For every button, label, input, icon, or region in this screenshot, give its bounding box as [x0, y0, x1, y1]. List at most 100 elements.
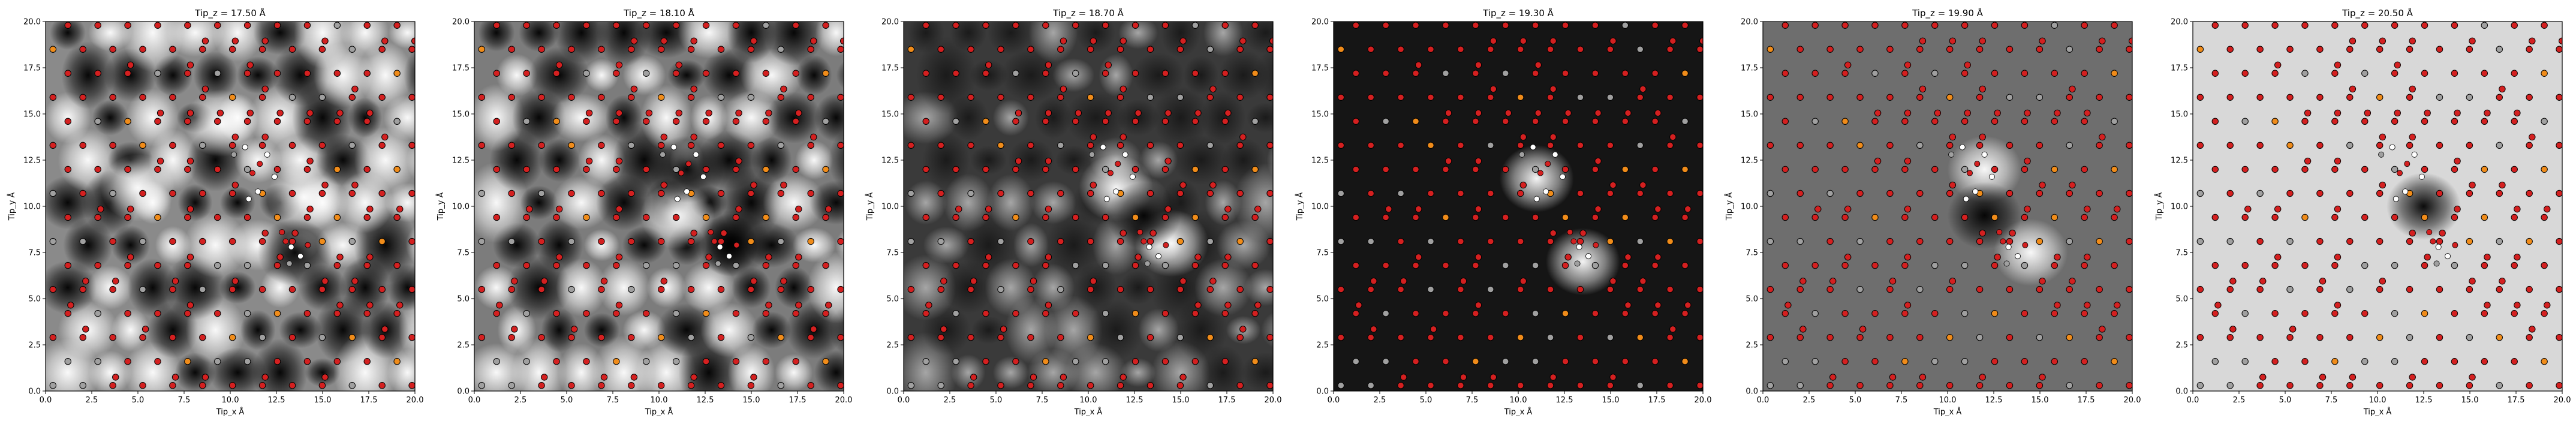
atom-oxygen: [1594, 109, 1602, 117]
atom-oxygen: [1352, 166, 1359, 173]
atom-oxygen: [643, 214, 650, 221]
atom-oxygen: [526, 205, 533, 213]
atom-oxygen: [628, 94, 635, 101]
atom-oxygen: [2349, 374, 2357, 381]
atom-metal: [2466, 237, 2473, 245]
atom-metal: [1621, 214, 1629, 221]
atom-oxygen: [2379, 181, 2387, 189]
atom-oxygen: [762, 70, 770, 77]
atom-oxygen: [363, 358, 371, 365]
atom-oxygen: [2544, 302, 2551, 309]
heatmap-texture: [305, 358, 341, 387]
atom-oxygen: [169, 333, 176, 341]
atom-oxygen: [1576, 285, 1584, 293]
atom-oxygen: [1841, 309, 1849, 317]
atom-oxygen: [822, 261, 829, 269]
atom-grey: [1206, 237, 1214, 245]
heatmap-texture: [792, 227, 836, 263]
atom-grey: [1796, 237, 1804, 245]
atom-oxygen: [1901, 118, 1909, 125]
atom-oxygen: [112, 278, 119, 285]
atom-oxygen: [124, 309, 131, 317]
atom-metal: [1516, 94, 1524, 101]
atom-oxygen: [2526, 46, 2533, 53]
heatmap-feature-bright: [267, 163, 342, 231]
atom-grey: [643, 261, 650, 269]
atom-oxygen: [1120, 85, 1127, 93]
y-tick-label: 2.5: [886, 341, 899, 350]
atom-oxygen: [952, 70, 959, 77]
atom-metal: [657, 333, 665, 341]
atom-oxygen: [1352, 118, 1359, 125]
atom-oxygen: [1871, 261, 1879, 269]
atom-oxygen: [1669, 133, 1677, 141]
atom-oxygen: [408, 46, 415, 53]
atom-oxygen: [2271, 22, 2279, 29]
atom-oxygen: [2319, 278, 2327, 285]
atom-oxygen: [2346, 94, 2354, 101]
atom-oxygen: [1397, 382, 1404, 389]
atom-oxygen: [408, 237, 415, 245]
atom-oxygen: [228, 382, 236, 389]
atom-oxygen: [124, 166, 131, 173]
atom-metal: [1087, 333, 1094, 341]
atom-oxygen: [1889, 278, 1897, 285]
y-tick-label: 5.0: [2175, 295, 2188, 304]
atom-oxygen: [1576, 333, 1584, 341]
atom-oxygen: [2439, 229, 2446, 237]
atom-oxygen: [351, 85, 359, 93]
atom-oxygen: [538, 237, 545, 245]
atom-oxygen: [777, 190, 784, 197]
atom-oxygen: [393, 214, 401, 221]
atom-oxygen: [1636, 190, 1644, 197]
atom-oxygen: [837, 46, 844, 53]
atom-oxygen: [2499, 85, 2506, 93]
y-tick-label: 10.0: [23, 203, 41, 212]
atom-oxygen: [1655, 14, 1661, 20]
atom-oxygen: [258, 382, 266, 389]
atom-oxygen: [1826, 333, 1834, 341]
atom-oxygen: [807, 94, 814, 101]
atom-oxygen: [1221, 358, 1229, 365]
atom-oxygen: [363, 166, 371, 173]
x-tick-label: 10.0: [651, 396, 668, 405]
atom-oxygen: [478, 285, 486, 293]
heatmap-texture: [535, 218, 583, 272]
atom-oxygen: [273, 70, 281, 77]
x-tick-label: 17.5: [2508, 396, 2525, 405]
atom-oxygen: [124, 70, 131, 77]
atom-oxygen: [2316, 190, 2324, 197]
atom-oxygen: [2469, 181, 2476, 189]
atom-oxygen: [1057, 237, 1064, 245]
atom-metal: [657, 94, 665, 101]
atom-grey: [94, 118, 101, 125]
atom-oxygen: [2241, 214, 2249, 221]
atom-oxygen: [538, 94, 545, 101]
atom-oxygen: [1337, 94, 1345, 101]
atom-oxygen: [2334, 61, 2342, 69]
heatmap-texture: [1028, 22, 1078, 62]
atom-oxygen: [2244, 205, 2252, 213]
heatmap-feature-bright: [1947, 136, 2022, 203]
atom-oxygen: [1382, 166, 1389, 173]
atom-oxygen: [157, 157, 164, 165]
atom-oxygen: [363, 118, 371, 125]
atom-oxygen: [2364, 109, 2372, 117]
atom-oxygen: [925, 302, 932, 309]
molecule-atom-hydrogen: [717, 243, 723, 250]
atom-oxygen: [1901, 309, 1909, 317]
atom-oxygen: [570, 326, 578, 333]
heatmap-texture: [111, 308, 150, 352]
atom-oxygen: [1045, 302, 1052, 309]
atom-oxygen: [1651, 70, 1659, 77]
atom-oxygen: [2424, 254, 2431, 261]
atom-grey: [1931, 358, 1939, 365]
x-tick-label: 7.5: [1466, 396, 1479, 405]
atom-oxygen: [186, 302, 194, 309]
atom-oxygen: [366, 302, 374, 309]
atom-oxygen: [2226, 94, 2234, 101]
atom-oxygen: [2526, 142, 2533, 149]
atom-oxygen: [1606, 190, 1614, 197]
atom-oxygen: [127, 61, 134, 69]
atom-oxygen: [982, 214, 989, 221]
